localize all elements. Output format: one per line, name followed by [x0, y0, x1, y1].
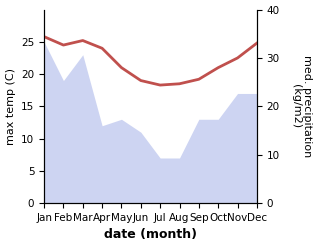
Y-axis label: med. precipitation
(kg/m2): med. precipitation (kg/m2): [291, 55, 313, 158]
X-axis label: date (month): date (month): [104, 228, 197, 242]
Y-axis label: max temp (C): max temp (C): [5, 68, 16, 145]
